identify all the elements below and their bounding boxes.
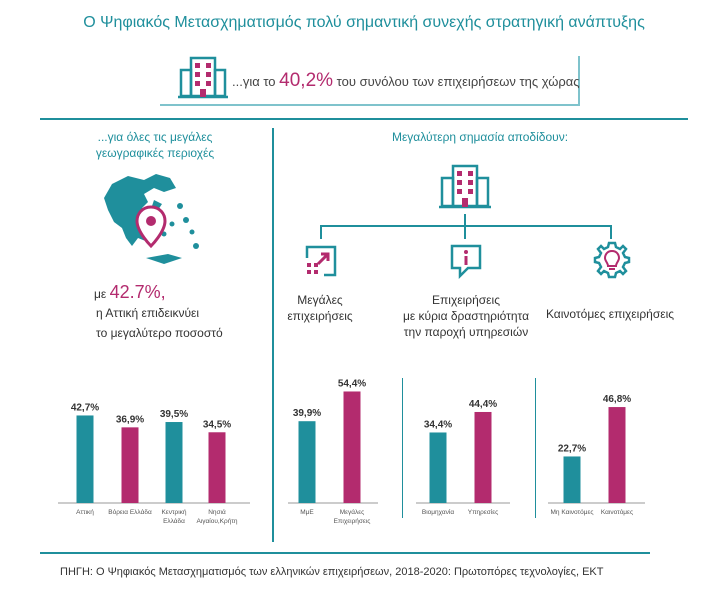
source-note: ΠΗΓΗ: Ο Ψηφιακός Μετασχηματισμός των ελλ…: [60, 566, 604, 578]
cat2-label-line1: Επιχειρήσεις: [432, 293, 500, 307]
category-label: Βιομηχανία: [422, 508, 454, 516]
value-label: 34,4%: [424, 419, 452, 430]
category-label: Αττική: [76, 509, 94, 516]
info-bubble-icon: [450, 244, 482, 280]
chart-divider-1: [402, 378, 403, 518]
tree-connector-left: [320, 225, 322, 239]
value-label: 44,4%: [469, 399, 497, 410]
left-stat-highlight: 42.7%,: [109, 282, 166, 302]
bar: [121, 427, 139, 503]
top-divider: [40, 118, 688, 120]
building-icon: [439, 164, 491, 209]
left-stat-line2: η Αττική επιδεικνύει: [96, 306, 200, 320]
bar: [165, 422, 183, 503]
cat1-label-line2: επιχειρήσεις: [287, 309, 353, 323]
category-label: Υπηρεσίες: [468, 508, 499, 516]
page-title: Ο Ψηφιακός Μετασχηματισμός πολύ σημαντικ…: [83, 14, 645, 31]
category-label: Αιγαίου,Κρήτη: [196, 517, 237, 525]
left-heading-line1: ...για όλες τις μεγάλες: [97, 130, 213, 144]
category-label: ΜμΕ: [300, 509, 314, 516]
value-label: 54,4%: [338, 378, 366, 389]
tree-connector-mid: [464, 225, 466, 239]
cat1-label-line1: Μεγάλες: [297, 293, 343, 307]
bar: [563, 456, 581, 503]
value-label: 42,7%: [71, 402, 99, 413]
tree-connector-stem: [464, 214, 466, 226]
category-label: Ελλάδα: [163, 517, 185, 525]
bar: [608, 407, 626, 503]
bar: [208, 432, 226, 503]
cat2-label-line3: την παροχή υπηρεσιών: [403, 325, 529, 339]
value-label: 39,9%: [293, 408, 321, 419]
tree-connector-right: [610, 225, 612, 239]
bar: [429, 432, 447, 503]
cat3-label-line1: Καινοτόμες επιχειρήσεις: [545, 307, 675, 321]
subtitle-highlight: 40,2%: [279, 70, 334, 91]
value-label: 34,5%: [203, 419, 231, 430]
category-label: Μη Καινοτόμες: [550, 508, 593, 516]
lightbulb-gear-icon: [593, 241, 631, 279]
category-label: Καινοτόμες: [601, 508, 633, 516]
category-label: Βόρεια Ελλάδα: [108, 508, 152, 516]
value-label: 46,8%: [603, 394, 631, 405]
location-pin-icon: [135, 205, 167, 249]
category-label: Νησιά: [208, 508, 226, 516]
subtitle-frame: [160, 56, 580, 106]
bottom-divider: [40, 552, 650, 554]
left-stat-line3: το μεγαλύτερο ποσοστό: [96, 326, 223, 340]
bar: [76, 415, 94, 503]
cat2-label-line2: με κύρια δραστηριότητα: [402, 309, 530, 323]
left-heading-line2: γεωγραφικές περιοχές: [95, 146, 215, 160]
category-label: Επιχειρήσεις: [334, 518, 371, 525]
left-stat-line1: με 42.7%,: [94, 282, 166, 302]
building-icon: [178, 56, 228, 99]
right-heading: Μεγαλύτερη σημασία αποδίδουν:: [391, 130, 569, 144]
bar: [474, 411, 492, 503]
chart-divider-2: [535, 378, 536, 518]
bar: [298, 421, 316, 503]
expand-arrow-icon: [305, 245, 337, 277]
value-label: 36,9%: [116, 414, 144, 425]
tree-connector-bar: [320, 225, 612, 227]
value-label: 39,5%: [160, 409, 188, 420]
bar: [343, 391, 361, 503]
category-label: Κεντρική: [161, 509, 186, 516]
center-divider: [272, 128, 274, 542]
category-label: Μεγάλες: [340, 508, 365, 516]
value-label: 22,7%: [558, 443, 586, 454]
subtitle: ...για το 40,2% του συνόλου των επιχειρή…: [232, 70, 580, 91]
